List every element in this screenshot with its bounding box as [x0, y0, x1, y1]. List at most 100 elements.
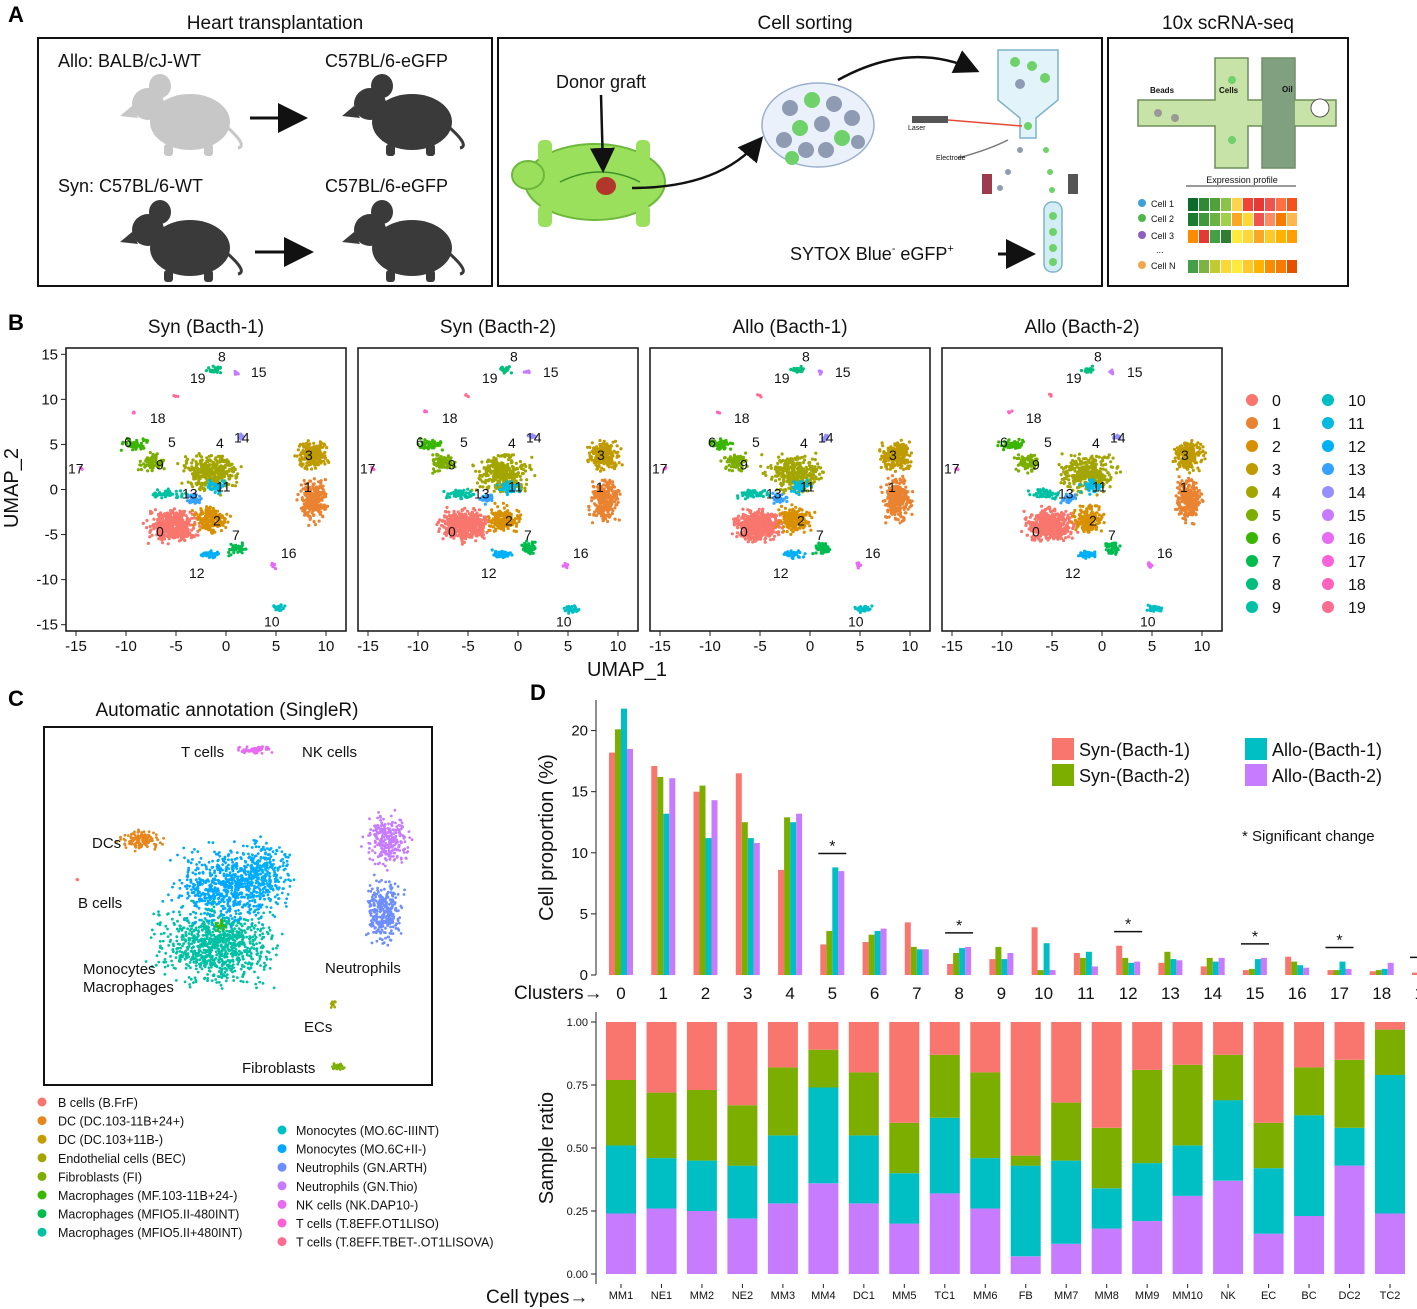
umap-point: [197, 487, 201, 491]
umap-point: [482, 515, 486, 519]
heatmap-cell: [1276, 198, 1286, 211]
umap-point: [755, 532, 759, 536]
umap-point: [208, 463, 212, 467]
umap-point: [180, 527, 184, 531]
umap-point: [273, 567, 278, 571]
umap-panel: Allo (Bacth-1)01234567891011121314151617…: [649, 317, 931, 655]
umap-point: [211, 487, 215, 491]
umap-point: [436, 441, 440, 445]
umap-point: [209, 369, 213, 373]
umap-point: [169, 514, 173, 518]
umap-point: [510, 464, 514, 469]
umap-point: [208, 458, 212, 462]
umap-point: [297, 444, 302, 448]
y-tick-label: -10: [36, 572, 58, 589]
umap-point: [447, 510, 451, 514]
umap-point: [525, 546, 530, 550]
y-tick-label: -5: [45, 527, 58, 544]
umap-point: [465, 526, 469, 530]
umap-point: [240, 541, 244, 545]
umap-point: [190, 509, 194, 513]
umap-point: [608, 449, 612, 453]
umap-point: [437, 527, 441, 531]
cluster-number-label: 9: [448, 457, 456, 473]
umap-point: [166, 542, 170, 546]
cluster-number-label: 2: [505, 513, 513, 529]
umap-point: [177, 522, 181, 526]
umap-point: [609, 495, 613, 499]
heatmap-cell: [1265, 230, 1275, 243]
umap-point: [167, 492, 171, 496]
umap-point: [185, 520, 189, 525]
heatmap-cell: [1221, 260, 1231, 273]
umap-point: [311, 482, 315, 486]
umap-point: [809, 528, 813, 532]
umap-point: [605, 447, 609, 451]
umap-point: [146, 469, 150, 473]
umap-point: [318, 504, 322, 508]
umap-point: [142, 462, 146, 466]
transplant-box: [37, 37, 493, 287]
umap-point: [510, 453, 514, 457]
sytox-label: SYTOX Blue- eGFP+: [790, 243, 954, 264]
cluster-number-label: 6: [416, 434, 424, 450]
umap-point: [141, 437, 145, 441]
umap-point: [606, 519, 610, 524]
umap-point: [195, 454, 199, 458]
umap-point: [500, 476, 504, 480]
umap-point: [492, 489, 496, 493]
umap-point: [499, 511, 503, 516]
umap-point: [478, 508, 482, 512]
umap-point: [192, 526, 196, 530]
umap-point: [499, 554, 503, 559]
umap-point: [496, 454, 500, 458]
umap-point: [198, 474, 202, 478]
y-tick-label: 0: [50, 482, 58, 499]
heatmap-cell: [1243, 198, 1253, 211]
umap-point: [763, 528, 767, 532]
umap-point: [464, 532, 468, 536]
umap-point: [785, 513, 789, 517]
cluster-number-label: 8: [510, 349, 518, 365]
umap-point: [530, 455, 534, 459]
umap-point: [198, 459, 202, 463]
umap-point: [778, 512, 782, 516]
umap-point: [207, 483, 211, 487]
umap-point: [523, 486, 527, 490]
umap-point: [304, 441, 309, 445]
umap-point: [521, 472, 525, 476]
umap-point: [437, 520, 441, 524]
umap-point: [911, 490, 915, 494]
umap-point: [598, 438, 602, 443]
umap-point: [880, 490, 884, 494]
umap-point: [610, 453, 614, 457]
umap-point: [606, 500, 610, 504]
umap-point: [732, 523, 737, 527]
umap-point: [198, 513, 202, 517]
umap-point: [460, 539, 464, 543]
umap-point: [464, 393, 468, 397]
umap-point: [904, 511, 908, 515]
umap-point: [487, 528, 491, 533]
umap-point: [456, 510, 460, 514]
umap-point: [189, 536, 194, 540]
umap-point: [220, 469, 224, 473]
umap-point: [312, 477, 316, 481]
umap-point: [194, 474, 198, 478]
umap-point: [166, 529, 170, 534]
umap-point: [764, 536, 768, 541]
umap-point: [327, 460, 331, 464]
donor-graft-label: Donor graft: [556, 72, 646, 92]
umap-point: [608, 478, 612, 482]
cluster-number-label: 18: [442, 410, 458, 426]
umap-point: [172, 394, 176, 398]
cluster-number-label: 0: [156, 523, 164, 539]
umap-point: [774, 525, 778, 529]
umap-point: [592, 512, 596, 516]
umap-point: [514, 461, 518, 465]
umap-point: [602, 439, 606, 443]
umap-point: [496, 520, 500, 524]
heatmap-cell: [1254, 213, 1264, 226]
umap-point: [180, 520, 184, 525]
umap-point: [887, 515, 891, 519]
